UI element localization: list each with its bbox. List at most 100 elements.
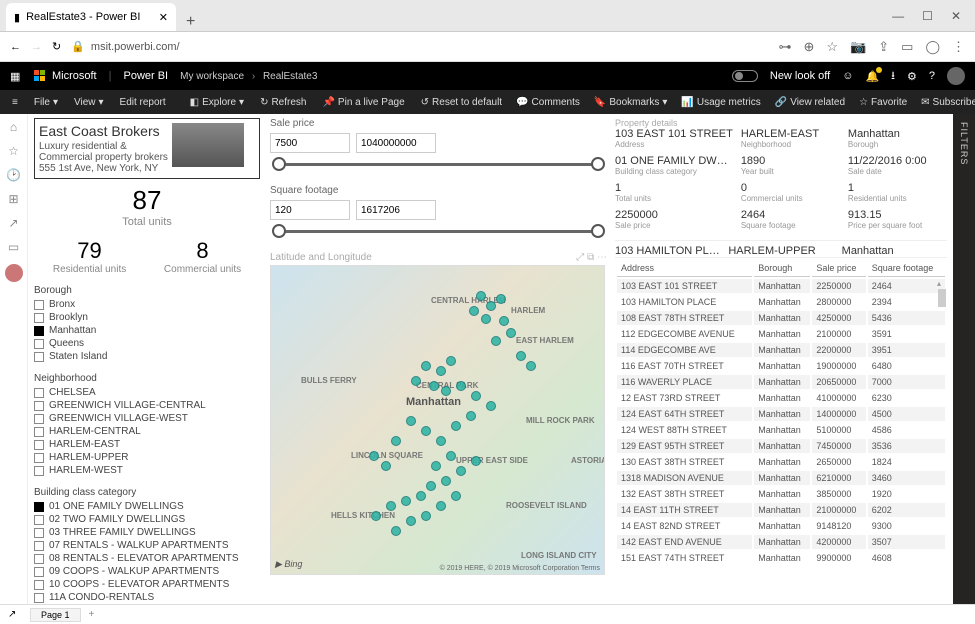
- saleprice-min-input[interactable]: [270, 133, 350, 153]
- refresh-button[interactable]: ↻ Refresh: [254, 97, 312, 108]
- map-point[interactable]: [516, 351, 526, 361]
- checkbox-icon[interactable]: [34, 466, 44, 476]
- saleprice-slider[interactable]: [276, 157, 601, 173]
- checkbox-icon[interactable]: [34, 414, 44, 424]
- table-row[interactable]: 116 WAVERLY PLACEManhattan206500007000: [617, 375, 945, 389]
- table-row[interactable]: 103 HAMILTON PLACEManhattan28000002394: [617, 295, 945, 309]
- ws-avatar[interactable]: [5, 264, 23, 282]
- slicer-item[interactable]: GREENWICH VILLAGE-WEST: [34, 412, 260, 425]
- map-point[interactable]: [386, 501, 396, 511]
- map-point[interactable]: [471, 391, 481, 401]
- slicer-item[interactable]: 09 COOPS - WALKUP APARTMENTS: [34, 565, 260, 578]
- nav-back-icon[interactable]: ←: [10, 41, 21, 53]
- checkbox-icon[interactable]: [34, 326, 44, 336]
- table-row[interactable]: 108 EAST 78TH STREETManhattan42500005436: [617, 311, 945, 325]
- table-row[interactable]: 14 EAST 11TH STREETManhattan210000006202: [617, 503, 945, 517]
- table-row[interactable]: 124 EAST 64TH STREETManhattan14000000450…: [617, 407, 945, 421]
- map-point[interactable]: [416, 491, 426, 501]
- page-tab-1[interactable]: Page 1: [30, 608, 81, 622]
- map-point[interactable]: [481, 314, 491, 324]
- map-point[interactable]: [421, 511, 431, 521]
- map-point[interactable]: [406, 416, 416, 426]
- camera-icon[interactable]: 📷: [850, 39, 866, 55]
- map-point[interactable]: [446, 356, 456, 366]
- table-row[interactable]: 142 EAST END AVENUEManhattan42000003507: [617, 535, 945, 549]
- slicer-item[interactable]: Bronx: [34, 298, 260, 311]
- slicer-item[interactable]: Queens: [34, 337, 260, 350]
- table-row[interactable]: 116 EAST 70TH STREETManhattan19000000648…: [617, 359, 945, 373]
- window-max-icon[interactable]: ☐: [922, 9, 933, 23]
- favorite-button[interactable]: ☆ Favorite: [853, 97, 913, 108]
- checkbox-icon[interactable]: [34, 352, 44, 362]
- checkbox-icon[interactable]: [34, 427, 44, 437]
- slicer-item[interactable]: Manhattan: [34, 324, 260, 337]
- table-row[interactable]: 1318 MADISON AVENUEManhattan62100003460: [617, 471, 945, 485]
- recent-icon[interactable]: 🕑: [6, 168, 21, 182]
- expand-nav-icon[interactable]: ≡: [6, 97, 24, 108]
- map-point[interactable]: [441, 476, 451, 486]
- newlook-toggle[interactable]: [732, 70, 758, 82]
- map-point[interactable]: [486, 401, 496, 411]
- nav-reload-icon[interactable]: ↻: [52, 40, 61, 53]
- map-point[interactable]: [369, 451, 379, 461]
- map-point[interactable]: [391, 436, 401, 446]
- checkbox-icon[interactable]: [34, 515, 44, 525]
- window-min-icon[interactable]: —: [892, 9, 904, 23]
- bookmarks-menu[interactable]: 🔖 Bookmarks ▾: [588, 97, 674, 108]
- filters-pane-collapsed[interactable]: FILTERS: [953, 114, 975, 604]
- star-icon[interactable]: ☆: [826, 39, 838, 55]
- window-close-icon[interactable]: ✕: [951, 9, 961, 23]
- checkbox-icon[interactable]: [34, 593, 44, 603]
- expand-footer-icon[interactable]: ↗: [8, 609, 16, 620]
- usage-button[interactable]: 📊 Usage metrics: [675, 97, 766, 108]
- slicer-item[interactable]: HARLEM-CENTRAL: [34, 425, 260, 438]
- map-point[interactable]: [471, 456, 481, 466]
- new-tab-button[interactable]: +: [176, 13, 205, 31]
- map-point[interactable]: [406, 516, 416, 526]
- breadcrumb-workspace[interactable]: My workspace: [180, 71, 244, 82]
- help-icon[interactable]: ?: [929, 70, 935, 82]
- sqft-max-input[interactable]: [356, 200, 436, 220]
- gear-icon[interactable]: ⚙: [907, 70, 917, 83]
- map-point[interactable]: [421, 361, 431, 371]
- map-point[interactable]: [456, 381, 466, 391]
- smiley-icon[interactable]: ☺: [842, 70, 853, 82]
- table-header[interactable]: Borough: [754, 260, 810, 277]
- checkbox-icon[interactable]: [34, 541, 44, 551]
- sqft-slider[interactable]: [276, 224, 601, 240]
- breadcrumb[interactable]: My workspace › RealEstate3: [180, 71, 317, 82]
- map-point[interactable]: [469, 306, 479, 316]
- checkbox-icon[interactable]: [34, 339, 44, 349]
- slicer-item[interactable]: 10 COOPS - ELEVATOR APARTMENTS: [34, 578, 260, 591]
- avatar-icon[interactable]: ◯: [925, 39, 940, 55]
- map-point[interactable]: [426, 481, 436, 491]
- map-point[interactable]: [431, 461, 441, 471]
- slicer-item[interactable]: Brooklyn: [34, 311, 260, 324]
- map-point[interactable]: [496, 294, 506, 304]
- map-point[interactable]: [429, 381, 439, 391]
- map-point[interactable]: [411, 376, 421, 386]
- slicer-item[interactable]: HARLEM-UPPER: [34, 451, 260, 464]
- map-point[interactable]: [436, 366, 446, 376]
- related-button[interactable]: 🔗 View related: [769, 97, 851, 108]
- explore-menu[interactable]: ◧ Explore ▾: [184, 97, 250, 108]
- close-tab-icon[interactable]: ✕: [159, 11, 168, 24]
- user-avatar[interactable]: [947, 67, 965, 85]
- table-header[interactable]: Square footage: [868, 260, 945, 277]
- table-scrollbar[interactable]: ▴: [937, 278, 947, 567]
- checkbox-icon[interactable]: [34, 453, 44, 463]
- ext-icon[interactable]: ⊶: [778, 39, 791, 55]
- table-row[interactable]: 151 EAST 74TH STREETManhattan99000004608: [617, 551, 945, 565]
- add-page-button[interactable]: +: [89, 609, 95, 620]
- home-icon[interactable]: ⌂: [10, 120, 17, 134]
- edit-report-button[interactable]: Edit report: [114, 97, 172, 108]
- slicer-item[interactable]: 11A CONDO-RENTALS: [34, 591, 260, 604]
- slicer-item[interactable]: GREENWICH VILLAGE-CENTRAL: [34, 399, 260, 412]
- map-point[interactable]: [486, 301, 496, 311]
- table-row[interactable]: 114 EDGECOMBE AVEManhattan22000003951: [617, 343, 945, 357]
- slicer-item[interactable]: 01 ONE FAMILY DWELLINGS: [34, 500, 260, 513]
- map-point[interactable]: [391, 526, 401, 536]
- map-point[interactable]: [526, 361, 536, 371]
- sqft-min-input[interactable]: [270, 200, 350, 220]
- table-row[interactable]: 132 EAST 38TH STREETManhattan38500001920: [617, 487, 945, 501]
